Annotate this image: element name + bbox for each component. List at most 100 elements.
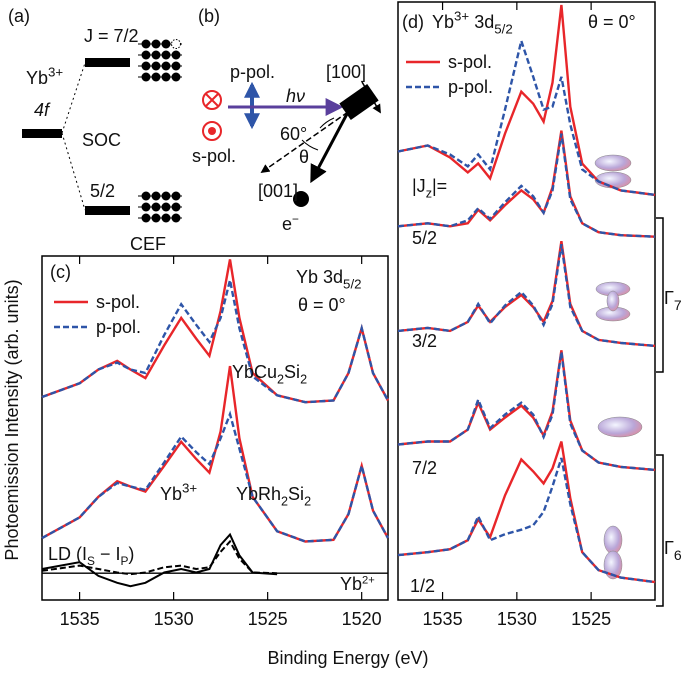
legend-label: p-pol. bbox=[96, 317, 141, 337]
text-part: Yb bbox=[340, 574, 362, 594]
level-label: J = 7/2 bbox=[84, 26, 139, 46]
spectrum-line bbox=[41, 259, 390, 404]
panel-label: (d) bbox=[402, 12, 424, 32]
spectrum-line bbox=[41, 279, 390, 404]
text-part: Si bbox=[284, 362, 300, 382]
chart-title: Yb3+ 3d5/2 bbox=[432, 8, 513, 36]
x-tick-label: 1525 bbox=[571, 609, 611, 629]
text-part: S bbox=[87, 554, 95, 568]
spectrum-label: YbRh2Si2 bbox=[236, 484, 311, 508]
text-part: P bbox=[120, 554, 128, 568]
y-axis-title: Photoemission Intensity (arb. units) bbox=[2, 279, 22, 560]
spectrum-line bbox=[397, 244, 656, 348]
text-part: YbCu bbox=[232, 362, 277, 382]
spectrum-label: YbCu2Si2 bbox=[232, 362, 307, 386]
legend-label: s-pol. bbox=[448, 52, 492, 72]
group-bracket bbox=[656, 217, 664, 607]
x-tick-label: 1535 bbox=[60, 609, 100, 629]
panel-label: (a) bbox=[8, 6, 30, 26]
level-label: 5/2 bbox=[90, 181, 115, 201]
text-part: 7 bbox=[674, 297, 682, 313]
chart-subtitle: θ = 0° bbox=[588, 12, 636, 32]
text-part: 3+ bbox=[48, 64, 63, 79]
text-part: YbRh bbox=[236, 484, 281, 504]
angle-label: 60° bbox=[280, 124, 307, 144]
text-part: − I bbox=[95, 544, 121, 564]
text-part: |= bbox=[432, 176, 447, 196]
process-label: SOC bbox=[82, 130, 121, 150]
text-part: Γ bbox=[664, 538, 674, 558]
text-part: 3+ bbox=[454, 8, 469, 23]
spectrum-line bbox=[397, 457, 656, 584]
text-part: Yb bbox=[160, 484, 182, 504]
text-part: 6 bbox=[674, 547, 682, 563]
text-part: 2 bbox=[304, 494, 311, 508]
chart-title: Yb 3d5/2 bbox=[296, 267, 362, 292]
text-part: Γ bbox=[664, 288, 674, 308]
spectrum-label: 5/2 bbox=[412, 228, 437, 248]
x-tick-label: 1535 bbox=[423, 609, 463, 629]
ld-curve bbox=[41, 539, 278, 576]
text-part: 5/2 bbox=[343, 277, 362, 292]
plot-frame bbox=[397, 1, 656, 601]
group-label: Γ6 bbox=[664, 538, 682, 563]
level-diagram bbox=[22, 39, 182, 223]
direction-label: [100] bbox=[326, 62, 366, 82]
plot-frame bbox=[41, 255, 389, 601]
photon-label: hν bbox=[286, 86, 305, 106]
spectrum-label: 1/2 bbox=[410, 576, 435, 596]
annotation: Yb2+ bbox=[340, 574, 375, 594]
spectrum-line bbox=[397, 350, 656, 472]
level-label: 4f bbox=[34, 100, 51, 120]
spectrum-label: 7/2 bbox=[412, 458, 437, 478]
text-part: 2 bbox=[300, 372, 307, 386]
direction-label: [001] bbox=[258, 181, 298, 201]
text-part: z bbox=[426, 186, 432, 200]
quantum-number-label: |Jz|= bbox=[412, 176, 447, 200]
group-label: Γ7 bbox=[664, 288, 682, 313]
orbital-shapes bbox=[594, 154, 643, 580]
polarization-label: p-pol. bbox=[230, 62, 275, 82]
ld-label: LD (IS − IP) bbox=[48, 544, 134, 568]
geometry-diagram bbox=[202, 81, 381, 207]
spectrum-line bbox=[397, 4, 656, 197]
process-label: CEF bbox=[130, 234, 166, 254]
text-part: e bbox=[282, 214, 292, 234]
text-part: Yb 3d bbox=[296, 267, 343, 287]
polarization-label: s-pol. bbox=[192, 146, 236, 166]
annotation: Yb3+ bbox=[160, 480, 197, 504]
text-part: Yb bbox=[432, 12, 454, 32]
text-part: ) bbox=[128, 544, 134, 564]
spectrum-line bbox=[397, 36, 656, 197]
text-part: |J bbox=[412, 176, 426, 196]
text-part: 2+ bbox=[362, 575, 375, 587]
panel-label: (c) bbox=[50, 262, 71, 282]
x-tick-label: 1520 bbox=[342, 609, 382, 629]
spectrum-line bbox=[41, 410, 390, 543]
angle-label: θ bbox=[299, 147, 309, 167]
spectrum-line bbox=[397, 351, 656, 472]
text-part: Si bbox=[288, 484, 304, 504]
x-tick-label: 1530 bbox=[154, 609, 194, 629]
legend-label: s-pol. bbox=[96, 292, 140, 312]
text-part: 2 bbox=[281, 494, 288, 508]
x-tick-label: 1525 bbox=[248, 609, 288, 629]
ld-curve bbox=[41, 532, 278, 588]
text-part: − bbox=[292, 212, 299, 226]
electron-label: e− bbox=[282, 212, 299, 234]
spectrum-label: 3/2 bbox=[412, 331, 437, 351]
text-part: LD (I bbox=[48, 544, 87, 564]
text-part: 5/2 bbox=[494, 22, 513, 37]
text-part: 2 bbox=[277, 372, 284, 386]
spectrum-line bbox=[397, 133, 656, 238]
x-axis-title: Binding Energy (eV) bbox=[267, 648, 428, 668]
chart-subtitle: θ = 0° bbox=[298, 295, 346, 315]
legend-label: p-pol. bbox=[448, 77, 493, 97]
text-part: 3d bbox=[469, 12, 494, 32]
text-part: Yb bbox=[26, 68, 48, 88]
text-part: 3+ bbox=[182, 480, 197, 495]
ion-label: Yb3+ bbox=[26, 64, 63, 88]
x-tick-label: 1530 bbox=[497, 609, 537, 629]
